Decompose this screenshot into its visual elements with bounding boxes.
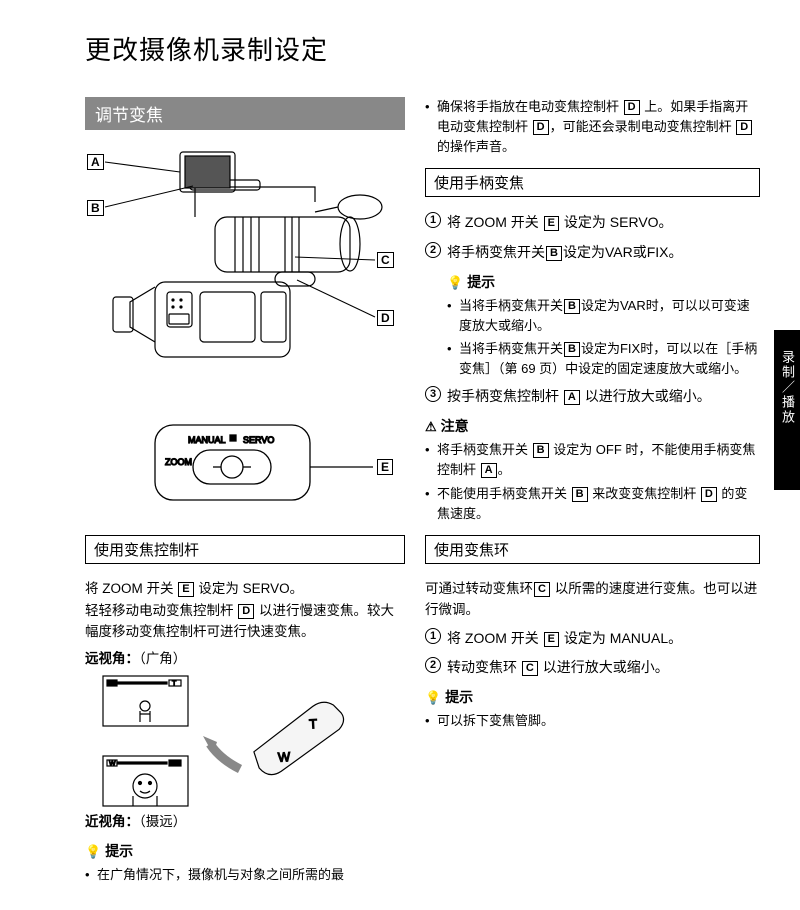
callout-b: B xyxy=(87,200,104,216)
subsection-use-zoom-lever: 使用变焦控制杆 xyxy=(85,535,405,564)
zoom-lever-text-1: 将 ZOOM 开关 E 设定为 SERVO。 轻轻移动电动变焦控制杆 D 以进行… xyxy=(85,578,405,643)
tip-item: 可以拆下变焦管脚。 xyxy=(425,711,760,731)
tip-list-left: 在广角情况下，摄像机与对象之间所需的最 xyxy=(85,865,405,885)
warn-item: 不能使用手柄变焦开关 B 来改变变焦控制杆 D 的变焦速度。 xyxy=(425,484,760,524)
zoom-switch-svg: MANUAL SERVO ZOOM xyxy=(85,410,395,515)
label-e-inline: E xyxy=(178,582,193,597)
wide-angle-diagram: W T W T xyxy=(85,674,395,804)
wide-angle-svg: W T W T xyxy=(85,674,395,824)
side-tab-label: 录制／播放 xyxy=(779,350,797,425)
step-2: 2 将手柄变焦开关B设定为VAR或FIX。 xyxy=(425,241,760,264)
subsection-handle-zoom: 使用手柄变焦 xyxy=(425,168,760,197)
step-number: 1 xyxy=(425,628,441,644)
ring-step-1: 1 将 ZOOM 开关 E 设定为 MANUAL。 xyxy=(425,627,760,650)
two-column-layout: 调节变焦 xyxy=(85,97,760,888)
camera-diagram: A B C D xyxy=(85,142,395,402)
step-number: 2 xyxy=(425,242,441,258)
step-1: 1 将 ZOOM 开关 E 设定为 SERVO。 xyxy=(425,211,760,234)
subsection-zoom-ring: 使用变焦环 xyxy=(425,535,760,564)
camera-svg xyxy=(85,142,395,402)
callout-a: A xyxy=(87,154,104,170)
ring-step-2: 2 转动变焦环 C 以进行放大或缩小。 xyxy=(425,656,760,679)
svg-text:T: T xyxy=(172,760,177,767)
step-3: 3 按手柄变焦控制杆 A 以进行放大或缩小。 xyxy=(425,385,760,408)
label-d-inline: D xyxy=(238,604,254,619)
step-number: 2 xyxy=(425,657,441,673)
zoom-ring-intro: 可通过转动变焦环C 以所需的速度进行变焦。也可以进行微调。 xyxy=(425,578,760,621)
tip-item: 当将手柄变焦开关B设定为VAR时，可以以可变速度放大或缩小。 xyxy=(447,296,760,336)
warn-item: 将手柄变焦开关 B 设定为 OFF 时，不能使用手柄变焦控制杆 A。 xyxy=(425,440,760,480)
step-number: 3 xyxy=(425,386,441,402)
lightbulb-icon: 💡 xyxy=(85,844,101,859)
page-title: 更改摄像机录制设定 xyxy=(85,30,760,67)
warn-list: 将手柄变焦开关 B 设定为 OFF 时，不能使用手柄变焦控制杆 A。 不能使用手… xyxy=(425,440,760,524)
tip-list-r2: 可以拆下变焦管脚。 xyxy=(425,711,760,731)
callout-d: D xyxy=(377,310,394,326)
svg-text:T: T xyxy=(309,716,318,731)
svg-text:W: W xyxy=(109,760,116,767)
step-number: 1 xyxy=(425,212,441,228)
top-note: 确保将手指放在电动变焦控制杆 D 上。如果手指离开电动变焦控制杆 D，可能还会录… xyxy=(425,97,760,157)
warning-icon: ⚠ xyxy=(425,419,437,434)
left-column: 调节变焦 xyxy=(85,97,405,888)
section-header-dark: 调节变焦 xyxy=(85,97,405,130)
tip-list-r1: 当将手柄变焦开关B设定为VAR时，可以以可变速度放大或缩小。 当将手柄变焦开关B… xyxy=(447,296,760,380)
right-column: 确保将手指放在电动变焦控制杆 D 上。如果手指离开电动变焦控制杆 D，可能还会录… xyxy=(425,97,760,888)
wide-angle-label: 远视角：（广角） xyxy=(85,649,405,670)
tip-item: 在广角情况下，摄像机与对象之间所需的最 xyxy=(85,865,405,885)
callout-e: E xyxy=(377,459,393,475)
top-note-list: 确保将手指放在电动变焦控制杆 D 上。如果手指离开电动变焦控制杆 D，可能还会录… xyxy=(425,97,760,157)
manual-page: 更改摄像机录制设定 调节变焦 xyxy=(0,0,800,888)
svg-text:SERVO: SERVO xyxy=(243,435,274,445)
tip-header-r2: 💡提示 xyxy=(425,687,760,707)
warn-header: ⚠注意 xyxy=(425,416,760,436)
svg-text:ZOOM: ZOOM xyxy=(165,457,192,467)
tip-item: 当将手柄变焦开关B设定为FIX时，可以以在［手柄变焦］（第 69 页）中设定的固… xyxy=(447,339,760,379)
callout-c: C xyxy=(377,252,394,268)
svg-text:T: T xyxy=(172,680,177,687)
lightbulb-icon: 💡 xyxy=(447,275,463,290)
zoom-switch-diagram: MANUAL SERVO ZOOM E xyxy=(85,410,395,515)
tip-header-r1: 💡提示 xyxy=(447,272,760,292)
tip-header-left: 💡提示 xyxy=(85,841,405,861)
svg-text:W: W xyxy=(108,680,115,687)
svg-text:MANUAL: MANUAL xyxy=(188,435,226,445)
lightbulb-icon: 💡 xyxy=(425,690,441,705)
svg-text:W: W xyxy=(278,749,292,765)
